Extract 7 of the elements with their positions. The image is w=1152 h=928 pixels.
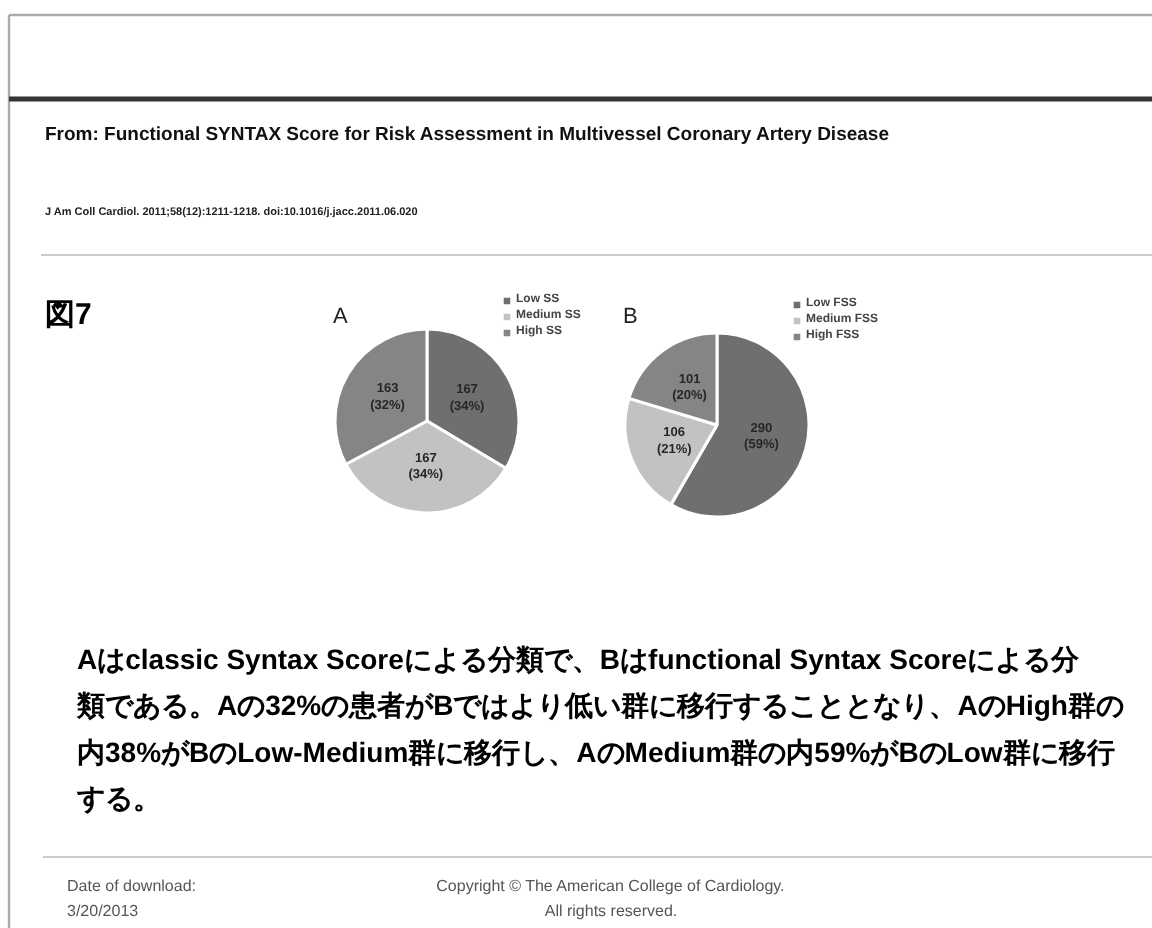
text: From: Functional SYNTAX Score for Risk Assessment in Multivessel Coronary Artery Disease (45, 124, 889, 146)
text: Aはclassic Syntax Scoreによる分類で、Bはfunctional Syntax Scoreによる分類である。Aの32%の患者がBではより低い群に移行することとなり、AのHigh群の内38%がBのLow-Medium群に移行し、AのMedium群の内59%がBのLow群に移行する。 (75, 643, 1124, 815)
text: Copyright © The American College of Cardiology. All rights reserved. (436, 877, 785, 921)
caption: 図7 (45, 298, 92, 332)
chart-title: B (623, 305, 638, 329)
text: A (333, 305, 349, 329)
text: Date of download: 3/20/2013 (67, 877, 196, 921)
